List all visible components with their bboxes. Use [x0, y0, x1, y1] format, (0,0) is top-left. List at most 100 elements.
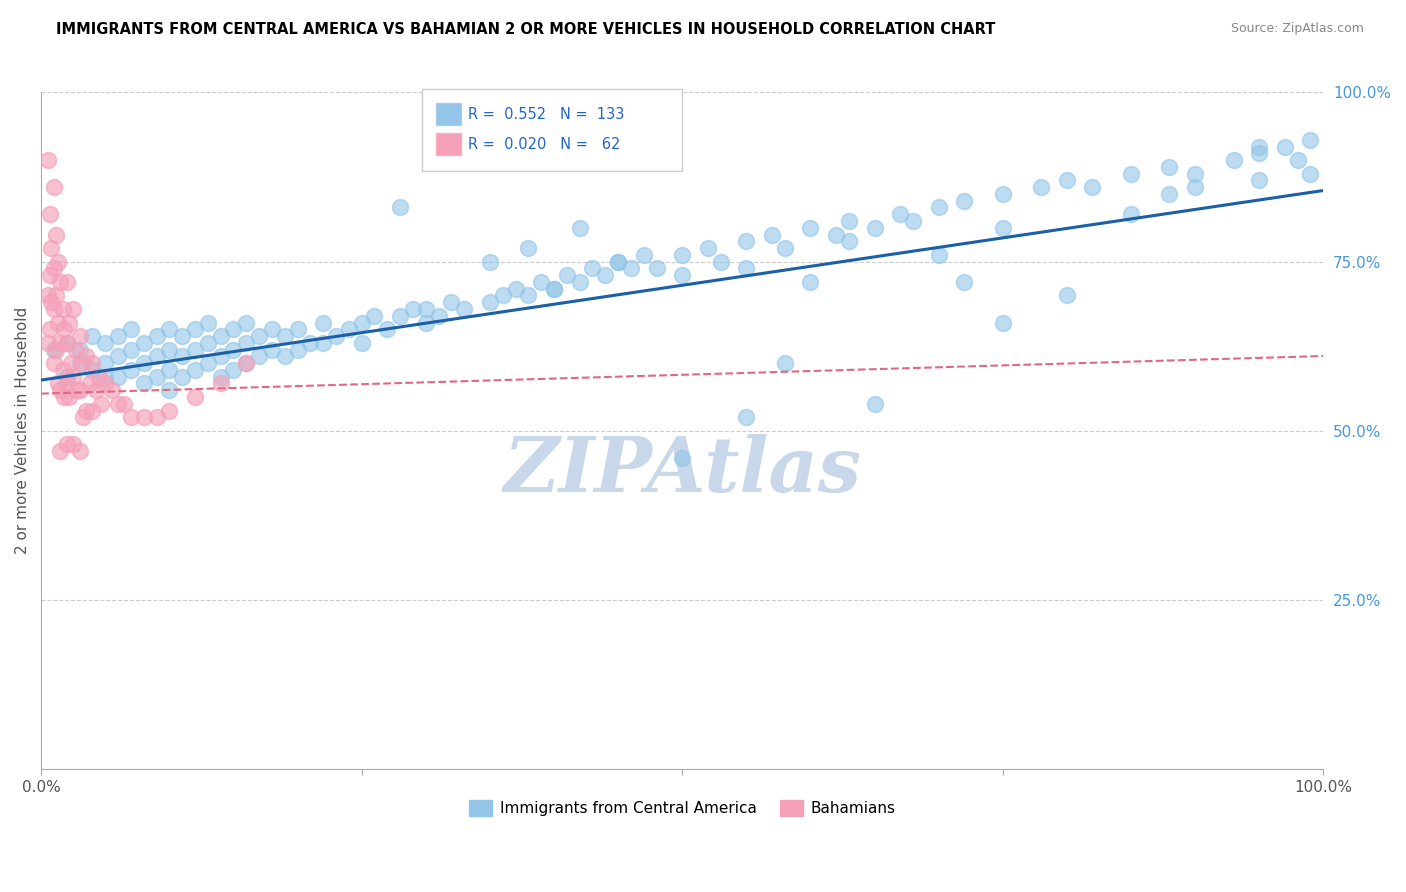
Point — [222, 363, 245, 377]
Point — [69, 356, 91, 370]
Point — [517, 241, 540, 255]
Point — [42, 301, 65, 316]
Point — [172, 350, 194, 364]
Point — [49, 383, 72, 397]
Point — [260, 343, 283, 357]
Point — [84, 383, 107, 397]
Point — [69, 444, 91, 458]
Point — [69, 383, 91, 397]
Text: R =  0.552   N =  133: R = 0.552 N = 133 — [468, 107, 624, 122]
Point — [389, 309, 412, 323]
Point — [543, 282, 565, 296]
Point — [145, 350, 167, 364]
Point — [69, 329, 91, 343]
Point — [37, 153, 59, 167]
Point — [70, 356, 93, 370]
Point — [799, 275, 821, 289]
Point — [235, 316, 257, 330]
Point — [620, 261, 643, 276]
Point — [633, 248, 655, 262]
Point — [1056, 173, 1078, 187]
Point — [928, 201, 950, 215]
Point — [838, 235, 860, 249]
Point — [46, 316, 69, 330]
Point — [260, 322, 283, 336]
Point — [37, 335, 59, 350]
Point — [209, 376, 232, 391]
Point — [1184, 167, 1206, 181]
Point — [157, 383, 180, 397]
Point — [312, 316, 335, 330]
Point — [59, 356, 82, 370]
Point — [350, 335, 373, 350]
Point — [75, 350, 97, 364]
Point — [337, 322, 360, 336]
Y-axis label: 2 or more Vehicles in Household: 2 or more Vehicles in Household — [15, 307, 30, 555]
Point — [1249, 146, 1271, 161]
Point — [55, 437, 77, 451]
Point — [928, 248, 950, 262]
Point — [607, 254, 630, 268]
Point — [82, 403, 104, 417]
Point — [120, 410, 142, 425]
Point — [235, 356, 257, 370]
Point — [46, 254, 69, 268]
Point — [1159, 186, 1181, 201]
Point — [389, 201, 412, 215]
Point — [69, 343, 91, 357]
Point — [1159, 160, 1181, 174]
Point — [132, 335, 155, 350]
Point — [761, 227, 783, 242]
Point — [39, 207, 62, 221]
Point — [325, 329, 347, 343]
Point — [773, 241, 796, 255]
Point — [478, 295, 501, 310]
Point — [62, 301, 84, 316]
Point — [145, 410, 167, 425]
Point — [94, 376, 117, 391]
Point — [132, 410, 155, 425]
Point — [55, 376, 77, 391]
Point — [247, 329, 270, 343]
Point — [45, 227, 67, 242]
Point — [197, 335, 219, 350]
Text: IMMIGRANTS FROM CENTRAL AMERICA VS BAHAMIAN 2 OR MORE VEHICLES IN HOUSEHOLD CORR: IMMIGRANTS FROM CENTRAL AMERICA VS BAHAM… — [56, 22, 995, 37]
Point — [62, 369, 84, 384]
Point — [991, 316, 1014, 330]
Point — [235, 335, 257, 350]
Point — [593, 268, 616, 282]
Point — [94, 369, 117, 384]
Point — [568, 220, 591, 235]
Point — [107, 350, 129, 364]
Point — [46, 376, 69, 391]
Point — [1222, 153, 1244, 167]
Point — [863, 397, 886, 411]
Point — [1031, 180, 1053, 194]
Point — [287, 322, 309, 336]
Point — [82, 329, 104, 343]
Point — [863, 220, 886, 235]
Point — [145, 369, 167, 384]
Point — [1274, 139, 1296, 153]
Point — [37, 288, 59, 302]
Point — [953, 194, 976, 208]
Point — [247, 350, 270, 364]
Point — [82, 363, 104, 377]
Point — [114, 397, 136, 411]
Point — [184, 390, 207, 404]
Point — [350, 316, 373, 330]
Point — [312, 335, 335, 350]
Point — [42, 180, 65, 194]
Point — [184, 343, 207, 357]
Point — [799, 220, 821, 235]
Point — [222, 343, 245, 357]
Point — [49, 444, 72, 458]
Point — [94, 335, 117, 350]
Point — [581, 261, 603, 276]
Point — [107, 369, 129, 384]
Point — [363, 309, 385, 323]
Point — [66, 383, 89, 397]
Point — [555, 268, 578, 282]
Point — [197, 316, 219, 330]
Point — [1119, 207, 1142, 221]
